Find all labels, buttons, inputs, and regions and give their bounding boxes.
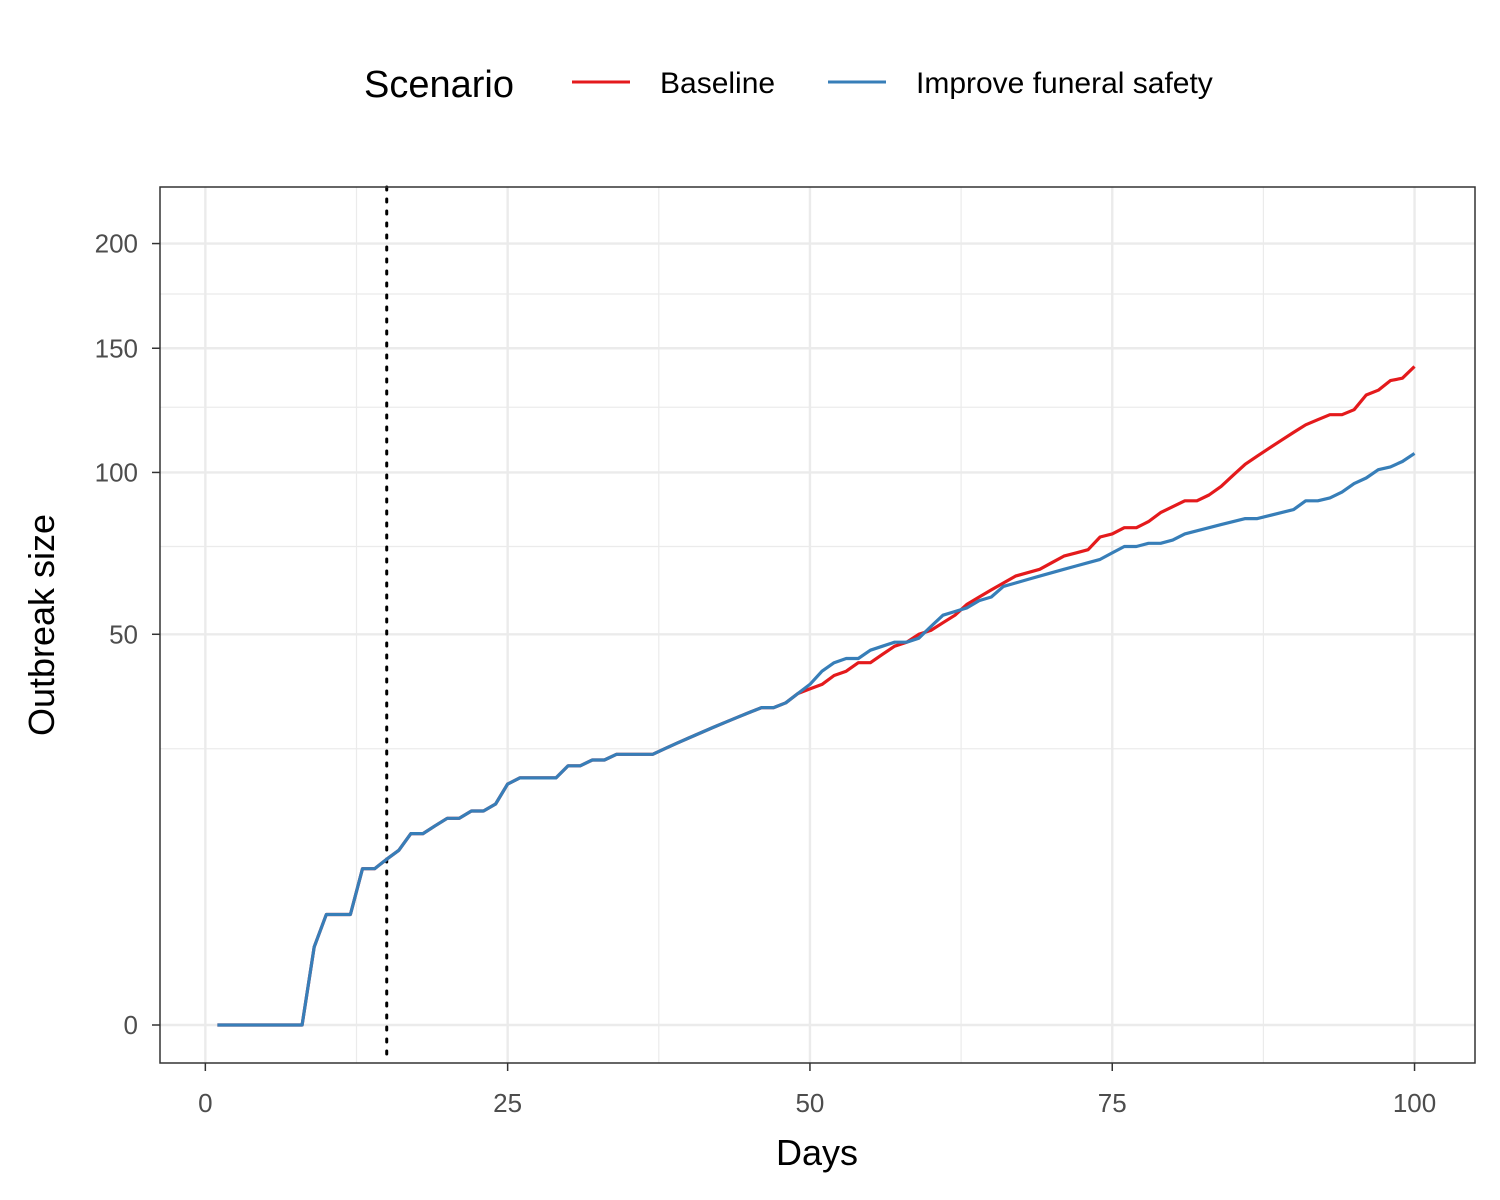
series-lines (217, 365, 1416, 1027)
grid (160, 187, 1475, 1063)
x-axis: 0 25 50 75 100 (198, 1063, 1436, 1118)
legend-label-baseline: Baseline (660, 67, 775, 100)
x-tick-label: 75 (1098, 1088, 1127, 1118)
y-tick-label: 200 (95, 229, 138, 259)
series-line-improve-funeral-safety (217, 452, 1416, 1027)
y-tick-label: 150 (95, 333, 138, 363)
y-tick-label: 100 (95, 457, 138, 487)
x-tick-label: 0 (198, 1088, 212, 1118)
legend-label-improve-funeral-safety: Improve funeral safety (916, 67, 1213, 100)
x-axis-title: Days (776, 1132, 858, 1173)
legend-title: Scenario (364, 64, 514, 106)
y-axis: 0 50 100 150 200 (95, 229, 160, 1040)
x-tick-label: 100 (1393, 1088, 1436, 1118)
legend: Scenario Baseline Improve funeral safety (364, 64, 1213, 106)
y-tick-label: 50 (109, 619, 138, 649)
plot-border (159, 186, 1476, 1064)
plot-panel (160, 187, 1475, 1063)
x-tick-label: 25 (493, 1088, 522, 1118)
x-tick-label: 50 (795, 1088, 824, 1118)
y-axis-title: Outbreak size (21, 514, 62, 736)
y-tick-label: 0 (124, 1010, 138, 1040)
